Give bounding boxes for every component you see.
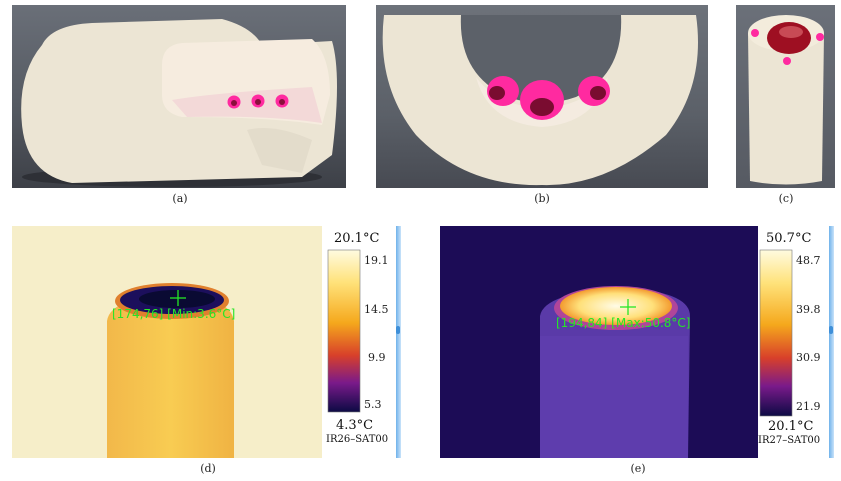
caption-d: (d) (200, 462, 216, 475)
scale-tick: 5.3 (364, 398, 382, 411)
min-temp-readout: [174,76] [Min:3.6°C] (112, 307, 236, 321)
scale-tick: 19.1 (364, 254, 389, 267)
thermal-panel-e: [194,84] [Max:50.8°C] 50.7°C 48.7 39.8 3… (440, 226, 837, 458)
scale-tick: 21.9 (796, 400, 821, 413)
scale-tick: 14.5 (364, 303, 389, 316)
panel-scrollbar (829, 226, 834, 458)
photo-panel-a (12, 5, 346, 188)
photo-panel-c (736, 5, 835, 188)
max-temp-readout: [194,84] [Max:50.8°C] (556, 316, 691, 330)
scale-min-label: 20.1°C (768, 419, 814, 434)
caption-e: (e) (630, 462, 646, 475)
image-tag: IR26–SAT00 (326, 434, 389, 445)
panel-scrollbar (396, 226, 401, 458)
panel-handle (396, 326, 400, 334)
scale-tick: 30.9 (796, 351, 821, 364)
crosshair-icon (620, 299, 636, 315)
scale-max-label: 50.7°C (766, 231, 812, 246)
image-tag: IR27–SAT00 (758, 435, 821, 446)
foam-cylinder-photo (21, 19, 338, 187)
caption-a: (a) (172, 192, 188, 205)
caption-c: (c) (778, 192, 794, 205)
color-scale-bar (327, 249, 361, 413)
scale-max-label: 20.1°C (334, 231, 380, 246)
foam-upright-photo (748, 15, 824, 185)
thermal-panel-d: [174,76] [Min:3.6°C] 20.1°C 19.1 14.5 9.… (12, 226, 404, 458)
thermal-image-hot (440, 226, 837, 458)
scale-min-label: 4.3°C (336, 418, 374, 433)
crosshair-icon (170, 290, 186, 306)
thermal-image-cold (12, 226, 404, 458)
foam-half-ring-photo (382, 15, 698, 186)
color-scale-bar (759, 249, 793, 417)
panel-handle (829, 326, 833, 334)
scale-tick: 9.9 (368, 351, 386, 364)
scale-tick: 39.8 (796, 303, 821, 316)
photo-panel-b (376, 5, 708, 188)
scale-tick: 48.7 (796, 254, 821, 267)
caption-b: (b) (534, 192, 550, 205)
